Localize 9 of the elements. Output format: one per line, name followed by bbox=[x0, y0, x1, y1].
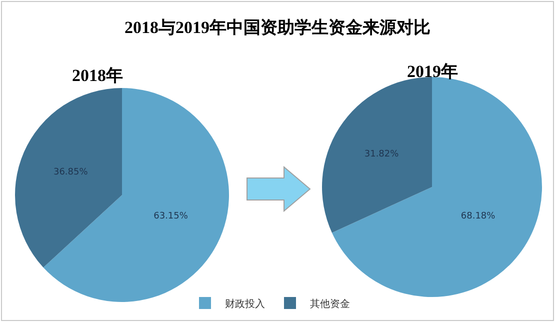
data-label: 31.82% bbox=[364, 150, 400, 160]
data-label: 68.18% bbox=[460, 212, 496, 222]
data-label: 63.15% bbox=[154, 211, 188, 222]
legend-label: 财政投入 bbox=[225, 298, 265, 310]
slice-label: 2019年 bbox=[407, 62, 458, 81]
slice-label: 2018年 bbox=[72, 66, 123, 85]
chart-title: 2018与2019年中国资助学生资金来源对比 bbox=[124, 18, 430, 37]
data-label: 36.85% bbox=[53, 168, 88, 178]
legend-label: 其他资金 bbox=[310, 298, 350, 310]
